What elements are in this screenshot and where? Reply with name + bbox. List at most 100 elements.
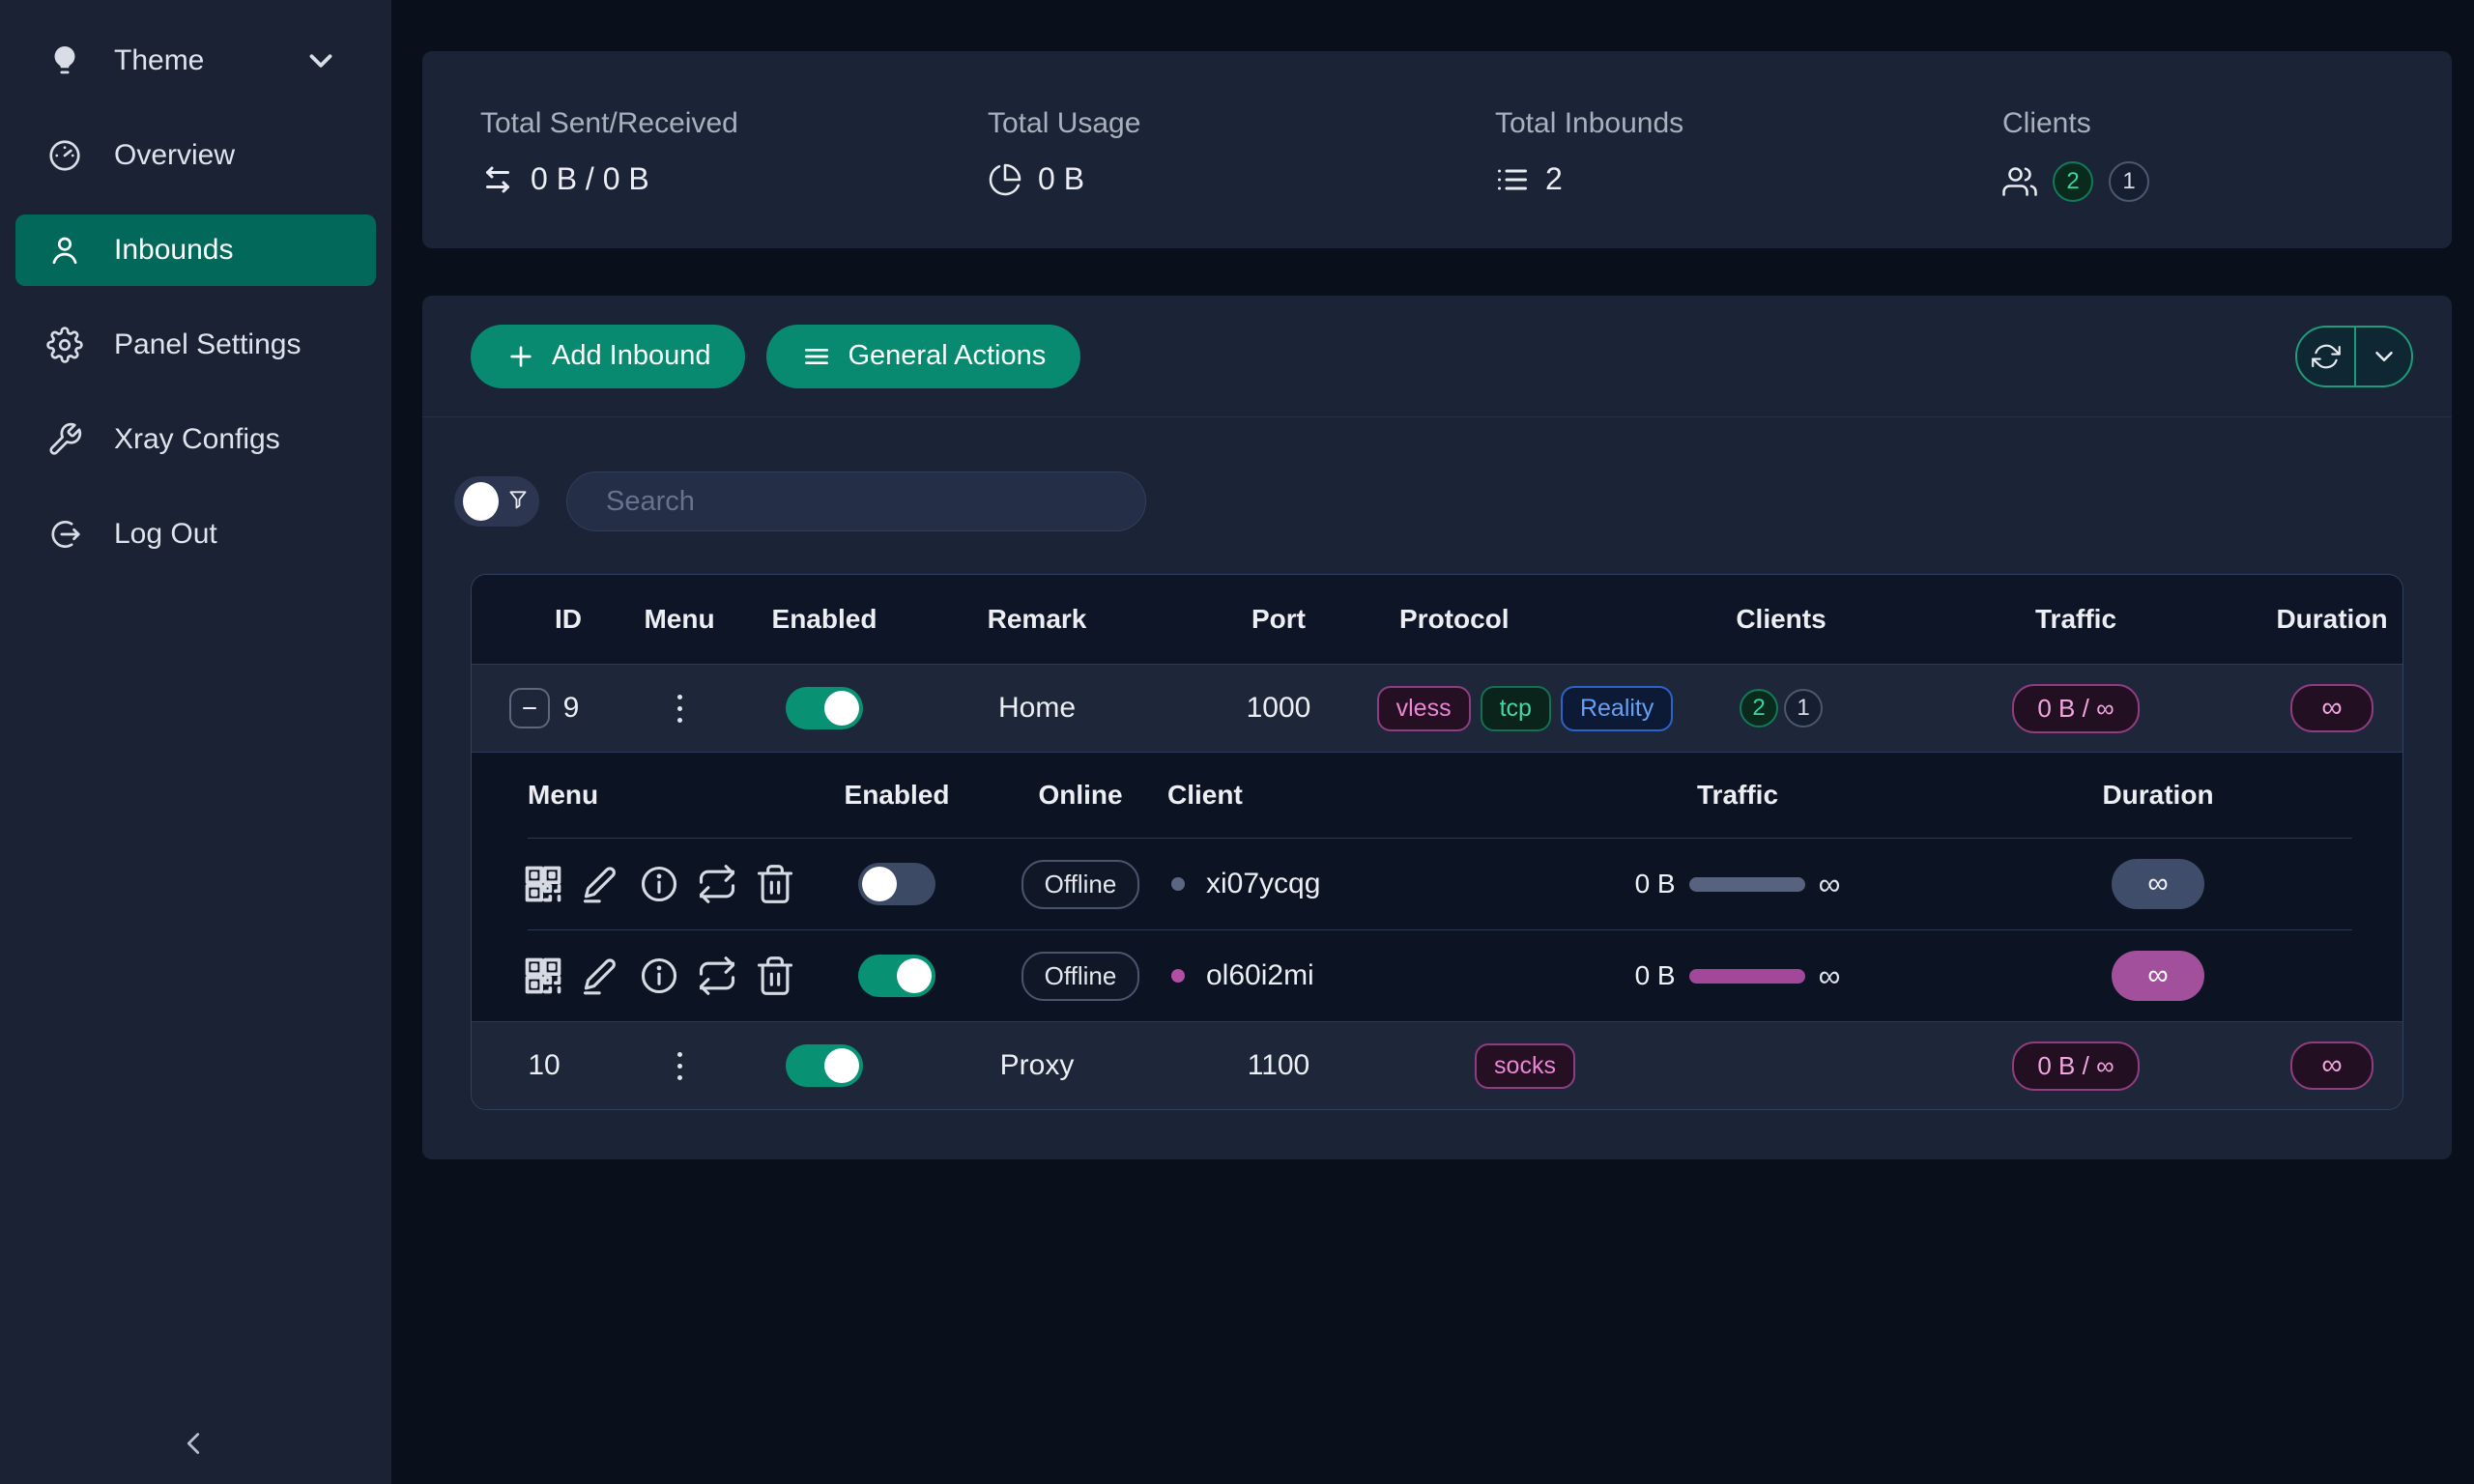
edit-icon[interactable]	[580, 955, 622, 997]
search-input[interactable]	[566, 471, 1146, 531]
clients-online-badge: 2	[1740, 689, 1778, 728]
client-row-ol60i2mi: Offline ol60i2mi 0 B ∞	[472, 930, 2402, 1021]
refresh-button[interactable]	[2297, 328, 2354, 385]
stat-label: Total Usage	[988, 107, 1141, 139]
sidebar-item-label: Inbounds	[114, 234, 234, 266]
traffic-used: 0 B	[1634, 869, 1676, 899]
client-name: xi07ycqg	[1206, 868, 1321, 899]
refresh-options-button[interactable]	[2354, 327, 2411, 385]
sidebar-item-theme[interactable]: Theme	[15, 25, 376, 97]
inbound-id: 10	[528, 1049, 561, 1081]
traffic-badge: 0 B / ∞	[2012, 1041, 2140, 1091]
subcolumn-header-menu: Menu	[528, 780, 599, 810]
sidebar-item-label: Overview	[114, 139, 236, 171]
inbound-enabled-toggle[interactable]	[786, 1044, 863, 1087]
info-icon[interactable]	[638, 863, 680, 905]
online-status-badge: Offline	[1021, 859, 1140, 909]
general-actions-label: General Actions	[848, 340, 1047, 371]
duration-badge: ∞	[2112, 859, 2204, 909]
toggle-knob	[897, 958, 932, 993]
toggle-knob	[862, 867, 897, 901]
stat-label: Clients	[2002, 107, 2091, 139]
bulb-icon	[46, 43, 83, 79]
chevron-left-icon	[175, 1425, 212, 1462]
divider	[528, 838, 2352, 839]
add-inbound-button[interactable]: Add Inbound	[471, 324, 746, 388]
column-header-duration: Duration	[2276, 604, 2388, 634]
gauge-icon	[46, 137, 83, 174]
qr-code-icon[interactable]	[522, 955, 564, 997]
inbounds-panel: Add Inbound General Actions	[422, 296, 2452, 1159]
client-enabled-toggle[interactable]	[858, 955, 935, 997]
column-header-id: ID	[555, 604, 582, 634]
table-row-inbound-10: 10 Proxy 1100 socks 0 B / ∞ ∞	[472, 1021, 2402, 1109]
sidebar-item-inbounds[interactable]: Inbounds	[15, 214, 376, 286]
subcolumn-header-enabled: Enabled	[844, 780, 950, 810]
info-icon[interactable]	[638, 955, 680, 997]
table-row-inbound-9: 9 Home 1000 vless tcp Reality	[472, 664, 2402, 752]
gear-icon	[46, 327, 83, 363]
row-menu-button[interactable]	[664, 1042, 696, 1090]
traffic-used: 0 B	[1634, 960, 1676, 990]
delete-icon[interactable]	[754, 863, 796, 905]
qr-code-icon[interactable]	[522, 863, 564, 905]
traffic-limit: ∞	[1818, 957, 1841, 993]
divider	[528, 929, 2352, 930]
refresh-split-button	[2295, 325, 2413, 387]
subcolumn-header-traffic: Traffic	[1696, 780, 1779, 810]
stat-label: Total Inbounds	[1495, 107, 1684, 139]
sidebar-item-log-out[interactable]: Log Out	[15, 499, 376, 570]
traffic-limit: ∞	[1818, 866, 1841, 901]
row-menu-button[interactable]	[664, 685, 696, 732]
sidebar-item-xray-configs[interactable]: Xray Configs	[15, 404, 376, 475]
sidebar-item-label: Log Out	[114, 518, 217, 550]
subcolumn-header-client: Client	[1167, 780, 1243, 810]
filter-toggle[interactable]	[454, 476, 539, 527]
add-inbound-label: Add Inbound	[552, 340, 711, 371]
inbounds-table: ID Menu Enabled Remark Port Protocol Cli…	[471, 574, 2403, 1110]
table-header: ID Menu Enabled Remark Port Protocol Cli…	[472, 575, 2402, 664]
inbound-port: 1000	[1246, 692, 1311, 724]
hamburger-icon	[801, 341, 832, 372]
sidebar-collapse-button[interactable]	[166, 1416, 220, 1470]
sidebar: Theme Overview Inbounds Panel Settings	[0, 0, 391, 1484]
stat-total-inbounds: Total Inbounds 2	[1437, 107, 1944, 248]
sidebar-item-label: Theme	[114, 44, 205, 76]
column-header-traffic: Traffic	[2034, 604, 2117, 634]
chevron-down-icon	[302, 43, 339, 79]
general-actions-button[interactable]: General Actions	[766, 324, 1081, 388]
pie-chart-icon	[988, 162, 1022, 197]
client-enabled-toggle[interactable]	[858, 863, 935, 905]
logout-icon	[46, 516, 83, 553]
collapse-row-button[interactable]	[508, 688, 550, 728]
delete-icon[interactable]	[754, 955, 796, 997]
inbound-enabled-toggle[interactable]	[786, 687, 863, 729]
client-subtable: Menu Enabled Online Client Traffic Durat…	[472, 752, 2402, 1021]
sidebar-nav: Theme Overview Inbounds Panel Settings	[0, 0, 391, 570]
client-color-dot	[1171, 969, 1185, 983]
sidebar-item-panel-settings[interactable]: Panel Settings	[15, 309, 376, 381]
reset-traffic-icon[interactable]	[696, 955, 738, 997]
subcolumn-header-duration: Duration	[2102, 780, 2214, 810]
list-icon	[1495, 162, 1530, 197]
user-icon	[46, 232, 83, 269]
protocol-badge: tcp	[1480, 685, 1551, 731]
column-header-enabled: Enabled	[771, 604, 877, 634]
users-icon	[2002, 164, 2037, 199]
toggle-knob	[824, 1048, 859, 1083]
edit-icon[interactable]	[580, 863, 622, 905]
traffic-badge: 0 B / ∞	[2012, 683, 2140, 733]
stat-value: 2	[1545, 161, 1563, 196]
clients-total-badge: 1	[1784, 689, 1823, 728]
duration-badge: ∞	[2290, 684, 2373, 732]
subtable-header: Menu Enabled Online Client Traffic Durat…	[472, 753, 2402, 838]
duration-badge: ∞	[2290, 1042, 2373, 1090]
toggle-knob	[463, 482, 500, 521]
column-header-port: Port	[1251, 604, 1306, 634]
main-content: Total Sent/Received 0 B / 0 B Total Usag…	[391, 51, 2474, 1159]
stats-card: Total Sent/Received 0 B / 0 B Total Usag…	[422, 51, 2452, 248]
clients-online-badge: 2	[2053, 161, 2093, 202]
search-row	[422, 417, 2452, 531]
sidebar-item-overview[interactable]: Overview	[15, 120, 376, 191]
reset-traffic-icon[interactable]	[696, 863, 738, 905]
